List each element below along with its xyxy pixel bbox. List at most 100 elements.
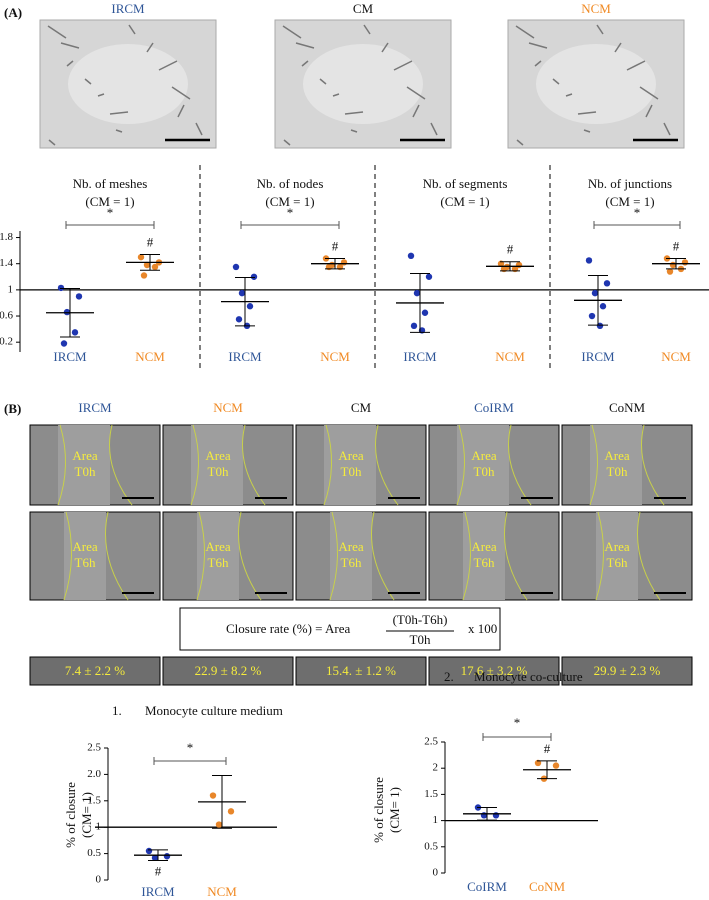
wound-edge <box>63 511 72 601</box>
cell-network <box>60 42 80 49</box>
cell-network <box>552 78 560 85</box>
data-point <box>151 263 159 271</box>
x-tick-label: NCM <box>135 349 165 364</box>
significance-bracket <box>482 733 552 741</box>
y-tick-label: 2 <box>433 762 439 774</box>
chart: 2. Monocyte co-culture % of closure (CM= 1)… <box>371 669 598 894</box>
cell-network <box>565 93 573 97</box>
chart-title: Nb. of nodes <box>257 176 324 191</box>
image-label: NCM <box>581 1 611 16</box>
y-tick-label: 1.5 <box>87 794 101 806</box>
image-label: IRCM <box>78 400 112 415</box>
time-label: T6h <box>208 555 229 570</box>
cell-network <box>393 60 413 71</box>
cell-network <box>412 104 420 118</box>
cell-network <box>381 42 389 53</box>
chart-number: 1. <box>112 703 122 718</box>
formula-lhs: Closure rate (%) = Area <box>226 621 351 636</box>
cell-network <box>115 129 123 133</box>
area-label: Area <box>72 448 97 463</box>
y-tick-label: 0 <box>433 867 439 879</box>
data-point <box>599 303 607 310</box>
data-point <box>75 293 83 300</box>
data-point <box>57 284 65 292</box>
chart-title: Nb. of segments <box>423 176 508 191</box>
annotation: # <box>147 235 154 250</box>
data-point <box>591 289 599 297</box>
significance-bracket <box>65 221 155 229</box>
chart-title: Nb. of junctions <box>588 176 672 191</box>
cell-network <box>301 60 309 67</box>
significance-bracket <box>240 221 340 229</box>
time-label: T0h <box>474 464 495 479</box>
cell-network <box>344 111 364 115</box>
chart-subtitle: (CM = 1) <box>605 194 654 209</box>
y-tick-label: 2.5 <box>87 742 101 754</box>
y-tick-label: 0.2 <box>0 336 13 348</box>
x-tick-label: IRCM <box>53 349 87 364</box>
data-point <box>492 812 500 819</box>
cell-network <box>195 122 203 136</box>
area-label: Area <box>471 539 496 554</box>
y-tick-label: 1.8 <box>0 231 14 243</box>
data-point <box>681 259 689 266</box>
wound-edge <box>329 511 338 601</box>
cell-network <box>283 139 291 146</box>
formula-denominator: T0h <box>410 632 431 647</box>
area-label: Area <box>604 539 629 554</box>
y-tick-label: 1 <box>433 814 439 826</box>
image-label: NCM <box>213 400 243 415</box>
result-box <box>561 656 693 686</box>
micrograph-field <box>68 44 188 124</box>
area-label: Area <box>338 539 363 554</box>
result-box <box>29 656 161 686</box>
chart-subtitle: (CM = 1) <box>440 194 489 209</box>
cell-network <box>282 25 302 39</box>
data-point <box>71 329 79 336</box>
data-point <box>140 272 148 279</box>
annotation: # <box>544 741 551 756</box>
formula-factor: x 100 <box>468 621 497 636</box>
data-point <box>425 273 433 280</box>
x-tick-label: NCM <box>661 349 691 364</box>
data-point <box>407 252 415 260</box>
cell-network <box>332 93 340 97</box>
cell-network <box>97 93 105 97</box>
time-label: T0h <box>208 464 229 479</box>
wound-edge <box>57 424 66 506</box>
data-point <box>480 812 488 819</box>
data-point <box>163 853 171 860</box>
data-point <box>60 340 68 347</box>
area-label: Area <box>205 539 230 554</box>
wound-area <box>58 425 110 505</box>
y-axis-label: % of closure <box>63 782 78 848</box>
area-label: Area <box>72 539 97 554</box>
significance: * <box>514 715 521 730</box>
x-tick-label: IRCM <box>141 884 175 899</box>
area-label: Area <box>205 448 230 463</box>
wound-edge <box>371 511 395 601</box>
result: 22.9 ± 8.2 % <box>195 663 262 678</box>
cell-network <box>430 122 438 136</box>
cell-network <box>626 60 646 71</box>
result: 7.4 ± 2.2 % <box>65 663 125 678</box>
y-axis-label: (CM= 1) <box>387 787 402 833</box>
wound-edge <box>504 511 528 601</box>
chart: Nb. of meshes (CM = 1) 0.2 0.6 1 1.4 1.8 IRCM NC… <box>0 176 200 364</box>
y-tick-label: 0.5 <box>87 847 101 859</box>
wound-area <box>324 425 376 505</box>
panel-label: (B) <box>4 401 21 416</box>
wound-edge <box>637 511 661 601</box>
result-box <box>295 656 427 686</box>
significance: * <box>287 205 294 220</box>
chart: 1. Monocyte culture medium % of closure (CM… <box>63 703 283 899</box>
wound-edge <box>105 511 129 601</box>
cell-network <box>639 86 659 100</box>
cell-network <box>171 86 191 100</box>
y-axis-label: (CM= 1) <box>79 792 94 838</box>
data-point <box>666 268 674 275</box>
cell-network <box>583 129 591 133</box>
time-label: T6h <box>474 555 495 570</box>
data-point <box>227 808 235 815</box>
data-point <box>215 821 223 828</box>
